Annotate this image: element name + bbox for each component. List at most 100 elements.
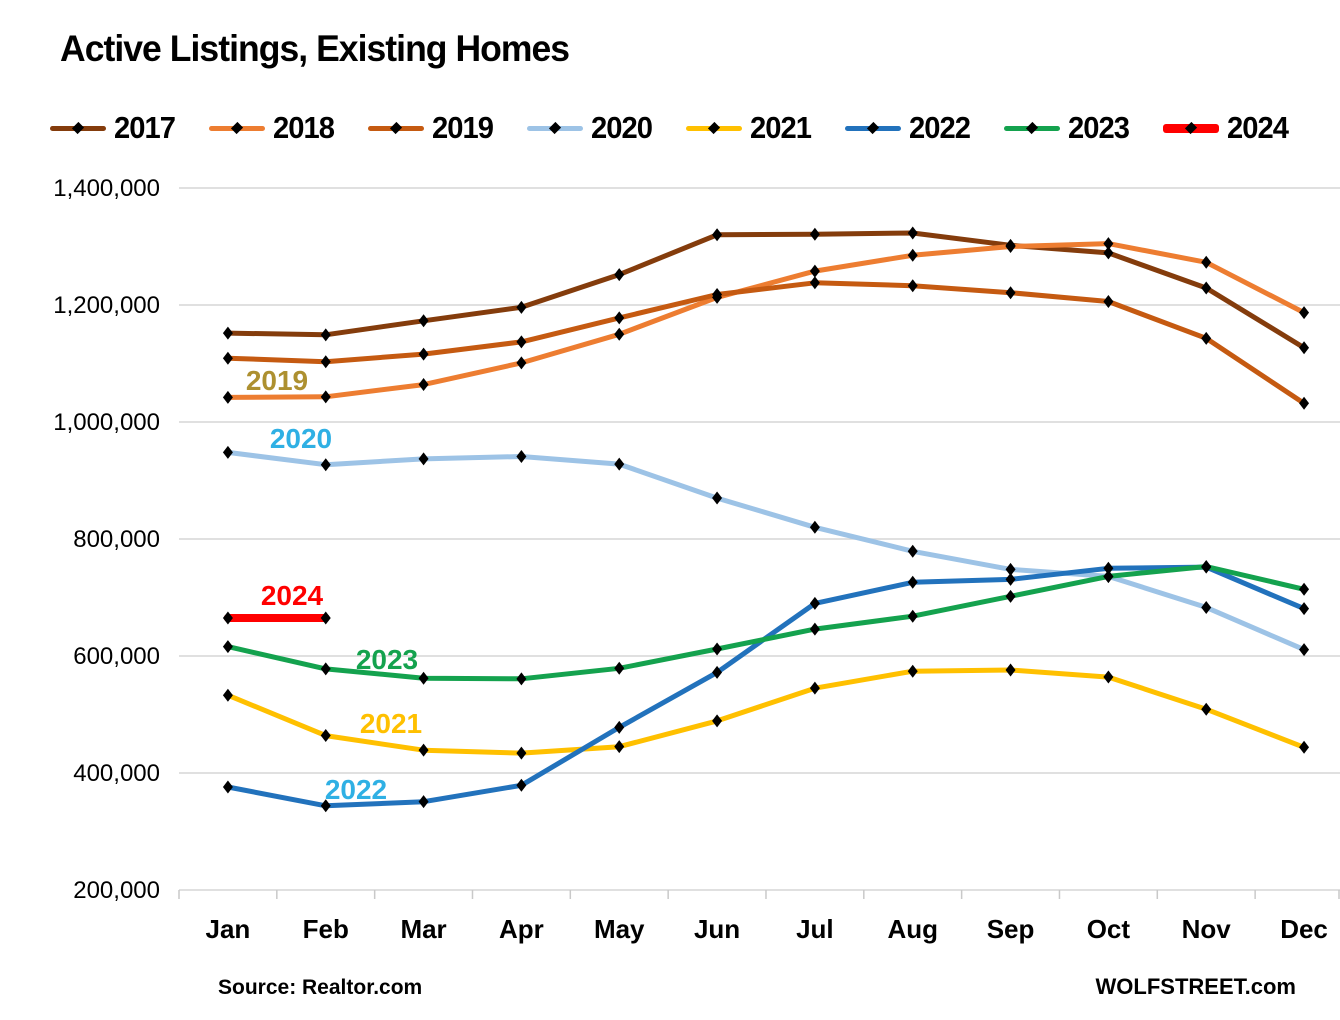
data-point-marker-2019	[222, 351, 233, 365]
data-point-marker-2017	[712, 228, 723, 242]
x-axis-month-label: Dec	[1280, 914, 1328, 944]
data-point-marker-2023	[418, 671, 429, 685]
data-point-marker-2022	[1103, 561, 1114, 575]
data-point-marker-2023	[516, 672, 527, 686]
data-point-marker-2019	[907, 279, 918, 293]
legend-label: 2021	[749, 110, 812, 145]
data-point-marker-2023	[222, 640, 233, 654]
chart-title: Active Listings, Existing Homes	[60, 28, 570, 69]
data-point-marker-2017	[222, 326, 233, 340]
x-axis-month-label: Feb	[303, 914, 349, 944]
data-point-marker-2017	[1299, 341, 1310, 355]
wolfstreet-brand: WOLFSTREET.com	[1095, 974, 1296, 999]
data-point-marker-2022	[809, 596, 820, 610]
data-point-marker-2021	[222, 688, 233, 702]
data-point-marker-2019	[809, 276, 820, 290]
data-point-marker-2021	[614, 740, 625, 754]
legend-item-2021: 2021	[686, 110, 813, 146]
series-annotation-2020: 2020	[270, 423, 332, 454]
data-point-marker-2022	[418, 795, 429, 809]
data-point-marker-2020	[222, 445, 233, 459]
legend-label: 2020	[590, 110, 653, 145]
data-point-marker-2023	[1005, 589, 1016, 603]
data-point-marker-2018	[418, 378, 429, 392]
y-axis-tick-label: 1,000,000	[53, 409, 160, 436]
data-point-marker-2017	[320, 328, 331, 342]
legend-item-2022: 2022	[844, 110, 972, 146]
data-point-marker-2019	[1005, 286, 1016, 300]
legend-swatch-2019	[368, 121, 425, 135]
x-axis-month-label: Aug	[887, 914, 938, 944]
data-point-marker-2021	[1201, 702, 1212, 716]
data-point-marker-2021	[1005, 663, 1016, 677]
data-point-marker-2020	[614, 457, 625, 471]
x-axis-month-label: Oct	[1087, 914, 1131, 944]
series-annotation-2023: 2023	[356, 644, 418, 675]
data-point-marker-2024	[320, 611, 331, 625]
series-line-2021	[225, 667, 1307, 756]
data-point-marker-2021	[907, 664, 918, 678]
legend-label: 2022	[908, 110, 971, 145]
legend-label: 2023	[1067, 110, 1130, 145]
data-point-marker-2022	[907, 575, 918, 589]
legend-label: 2018	[273, 110, 335, 145]
data-point-marker-2020	[516, 450, 527, 464]
series-annotation-2021: 2021	[360, 708, 422, 739]
y-axis-tick-label: 600,000	[73, 643, 160, 670]
legend-item-2023: 2023	[1003, 110, 1131, 146]
x-axis-month-label: May	[594, 914, 645, 944]
legend-item-2019: 2019	[368, 110, 495, 146]
data-point-marker-2022	[1005, 572, 1016, 586]
data-point-marker-2018	[516, 356, 527, 370]
data-point-marker-2021	[418, 743, 429, 757]
data-point-marker-2022	[320, 799, 331, 813]
data-point-marker-2022	[1299, 602, 1310, 616]
data-point-marker-2019	[320, 355, 331, 369]
x-axis-month-label: Sep	[987, 914, 1035, 944]
data-point-marker-2020	[1299, 643, 1310, 657]
data-point-marker-2018	[320, 390, 331, 404]
data-point-marker-2021	[320, 729, 331, 743]
legend-label: 2019	[432, 110, 494, 145]
x-axis-month-label: Apr	[499, 914, 544, 944]
y-axis-tick-label: 200,000	[73, 877, 160, 904]
data-point-marker-2020	[712, 491, 723, 505]
data-point-marker-2021	[1299, 740, 1310, 754]
data-point-marker-2018	[222, 390, 233, 404]
data-point-marker-2023	[809, 622, 820, 636]
x-axis-month-label: Jan	[206, 914, 251, 944]
x-axis-month-label: Jun	[694, 914, 740, 944]
data-point-marker-2023	[320, 662, 331, 676]
data-point-marker-2021	[516, 746, 527, 760]
series-line-2023	[225, 564, 1307, 682]
data-point-marker-2022	[516, 778, 527, 792]
data-point-marker-2020	[907, 544, 918, 558]
legend-item-2017: 2017	[50, 110, 177, 146]
data-point-marker-2017	[614, 268, 625, 282]
legend-item-2024: 2024	[1162, 110, 1290, 146]
legend-swatch-2017	[50, 121, 107, 135]
data-point-marker-2017	[1201, 281, 1212, 295]
legend-label: 2017	[114, 110, 176, 145]
series-line-2020	[225, 449, 1307, 653]
y-axis-tick-label: 800,000	[73, 526, 160, 553]
data-point-marker-2022	[222, 780, 233, 794]
data-point-marker-2018	[809, 264, 820, 278]
data-point-marker-2023	[614, 661, 625, 675]
data-point-marker-2024	[222, 611, 233, 625]
data-point-marker-2021	[809, 681, 820, 695]
series-line-2019	[225, 280, 1307, 406]
data-point-marker-2019	[516, 335, 527, 349]
data-point-marker-2018	[614, 327, 625, 341]
data-point-marker-2018	[907, 248, 918, 262]
legend-swatch-2023	[1003, 121, 1060, 135]
legend-swatch-2022	[844, 121, 901, 135]
data-point-marker-2018	[1005, 240, 1016, 253]
legend-swatch-2018	[209, 121, 266, 135]
legend-swatch-2024	[1162, 121, 1219, 135]
data-point-marker-2023	[1299, 582, 1310, 596]
legend-item-2020: 2020	[527, 110, 654, 146]
data-point-marker-2021	[1103, 670, 1114, 684]
data-point-marker-2023	[1103, 569, 1114, 583]
